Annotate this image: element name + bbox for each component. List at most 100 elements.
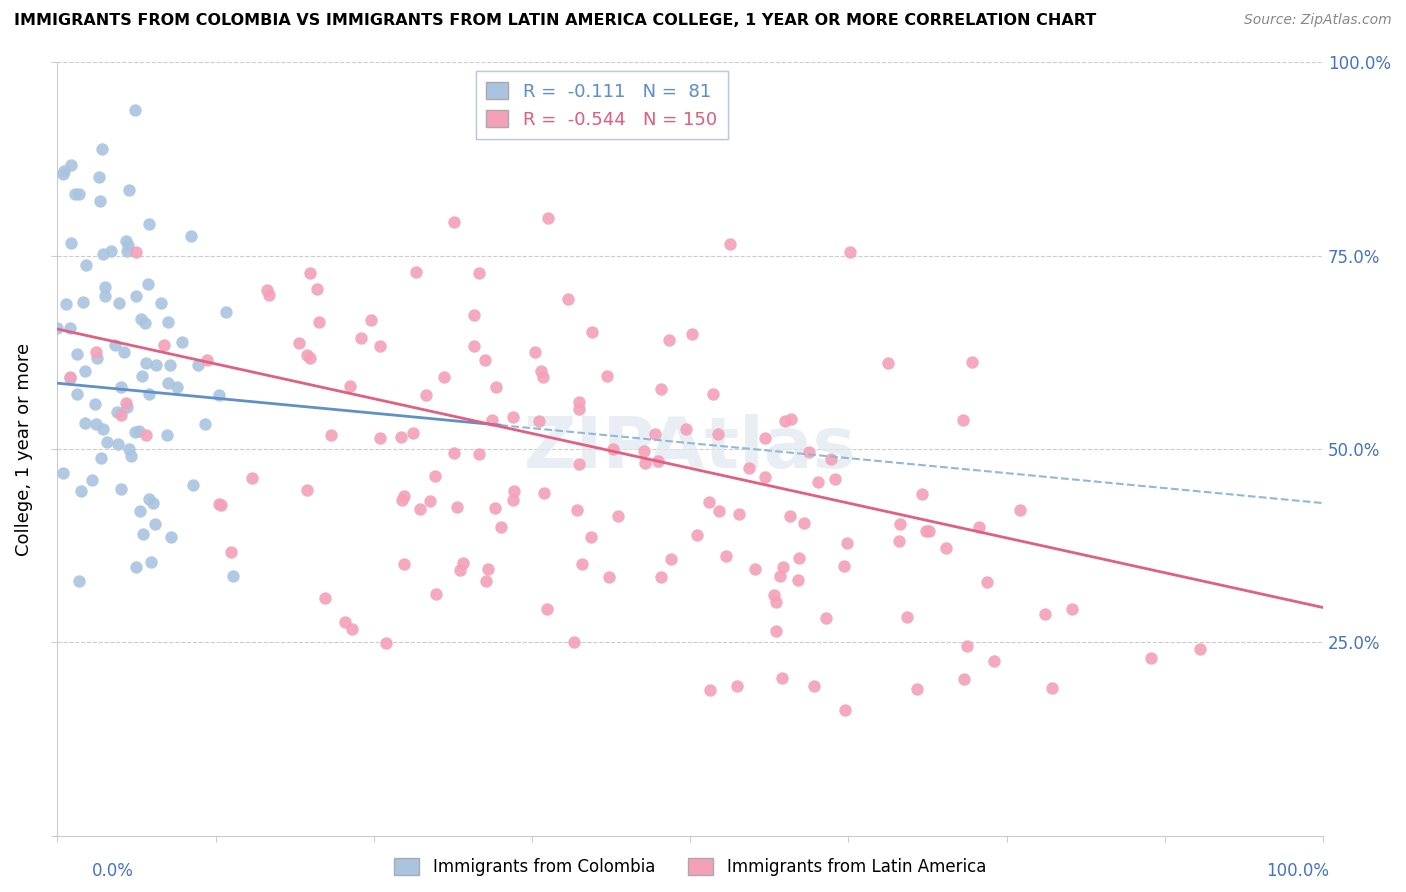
Point (135, 356, 157, 370)
Point (287, 335, 309, 350)
Point (484, 501, 506, 516)
Point (1189, 642, 1212, 657)
Point (153, 338, 176, 352)
Point (425, 587, 447, 601)
Point (918, 524, 941, 538)
Point (537, 211, 560, 226)
Point (503, 483, 526, 498)
Point (814, 611, 837, 625)
Point (135, 428, 157, 442)
Point (208, 388, 231, 402)
Point (702, 387, 724, 401)
Point (128, 424, 150, 438)
Point (728, 508, 751, 522)
Point (718, 237, 741, 252)
Point (305, 283, 328, 297)
Point (110, 483, 132, 497)
Point (181, 477, 204, 491)
Point (115, 244, 138, 259)
Point (807, 475, 830, 489)
Point (976, 574, 998, 589)
Point (339, 379, 361, 393)
Point (489, 519, 512, 533)
Point (59, 370, 82, 384)
Point (579, 530, 602, 544)
Point (96, 434, 118, 449)
Point (838, 245, 860, 260)
Point (524, 345, 547, 359)
Point (419, 494, 441, 508)
Point (129, 312, 152, 326)
Point (138, 491, 160, 506)
Point (536, 602, 558, 616)
Point (142, 496, 165, 510)
Point (686, 528, 709, 542)
Point (468, 266, 491, 280)
Point (67, 186, 90, 201)
Point (824, 472, 846, 486)
Point (530, 364, 553, 378)
Point (485, 380, 508, 394)
Point (474, 352, 496, 367)
Point (533, 485, 555, 500)
Point (132, 527, 155, 541)
Point (59, 320, 82, 334)
Point (765, 595, 787, 609)
Point (797, 445, 820, 459)
Point (738, 461, 761, 475)
Point (70, 484, 93, 499)
Point (84, 397, 107, 411)
Point (502, 409, 524, 424)
Point (195, 352, 218, 367)
Point (136, 277, 159, 291)
Point (134, 316, 156, 330)
Point (84, 345, 107, 359)
Point (100, 244, 122, 259)
Point (118, 182, 141, 196)
Point (409, 501, 432, 516)
Y-axis label: College, 1 year or more: College, 1 year or more (15, 343, 32, 556)
Point (350, 330, 373, 344)
Point (567, 394, 589, 409)
Point (187, 358, 209, 372)
Point (477, 562, 499, 576)
Point (221, 545, 243, 559)
Point (392, 557, 415, 571)
Point (650, 382, 672, 396)
Point (139, 555, 162, 569)
Point (787, 574, 810, 588)
Point (754, 431, 776, 445)
Point (911, 487, 934, 501)
Point (335, 615, 357, 629)
Point (772, 560, 794, 574)
Point (125, 244, 148, 259)
Point (415, 388, 437, 402)
Point (110, 408, 132, 422)
Point (650, 569, 672, 583)
Point (58, 371, 80, 385)
Text: Source: ZipAtlas.com: Source: ZipAtlas.com (1244, 13, 1392, 28)
Point (389, 430, 412, 444)
Point (150, 296, 173, 310)
Point (468, 447, 491, 461)
Point (138, 387, 160, 401)
Point (59, 158, 82, 172)
Point (117, 238, 139, 252)
Point (633, 444, 655, 458)
Point (581, 326, 603, 340)
Point (93, 289, 115, 303)
Point (75, 258, 97, 272)
Point (451, 556, 474, 570)
Point (375, 635, 398, 649)
Point (209, 498, 232, 512)
Text: ZIPAtlas: ZIPAtlas (524, 415, 856, 483)
Point (896, 610, 918, 624)
Point (87, 170, 110, 185)
Point (391, 493, 413, 508)
Point (1140, 651, 1163, 665)
Point (463, 339, 485, 353)
Point (565, 503, 588, 517)
Point (770, 671, 793, 685)
Point (834, 703, 856, 717)
Point (1010, 503, 1032, 517)
